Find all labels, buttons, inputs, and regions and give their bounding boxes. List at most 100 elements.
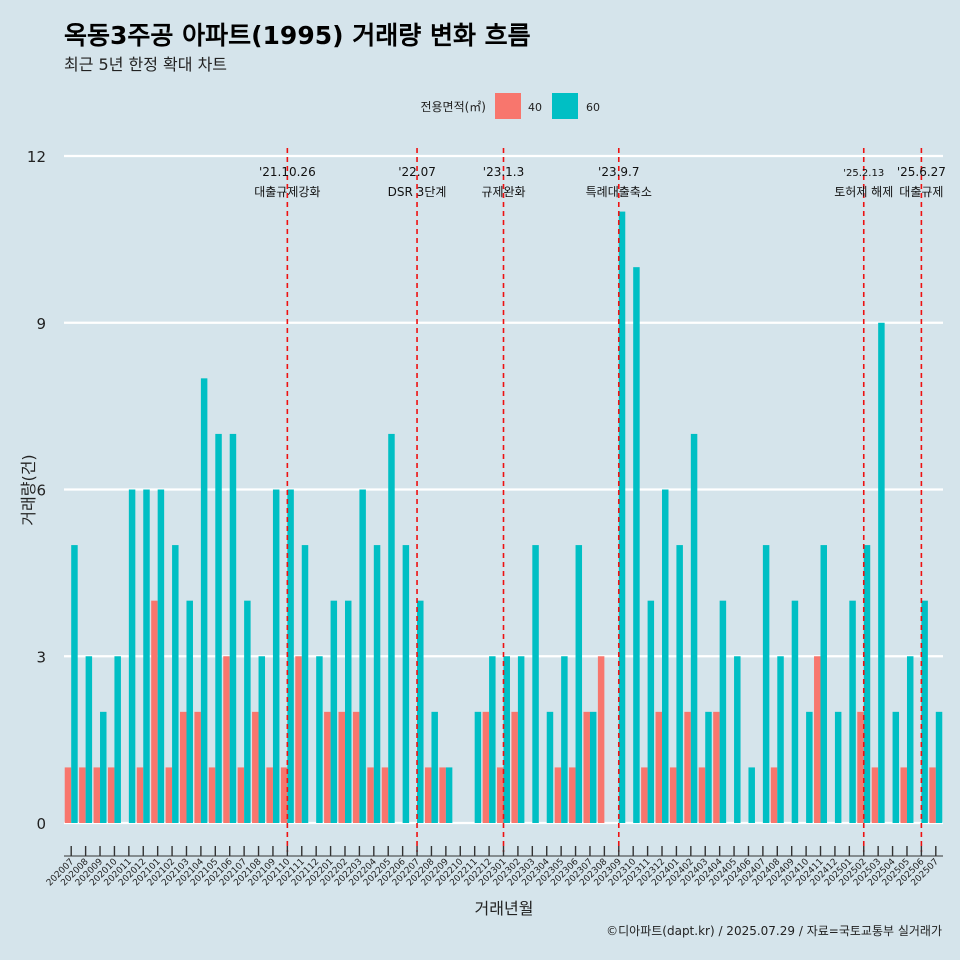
legend-label-40: 40: [528, 101, 542, 114]
bar-40-202106: [223, 656, 230, 823]
annotation-date: '23.9.7: [598, 165, 639, 179]
bar-60-202403: [705, 711, 712, 823]
bar-40-202012: [136, 767, 144, 823]
bar-60-202206: [402, 545, 410, 823]
bar-60-202410: [806, 711, 813, 823]
bar-40-202408: [770, 767, 778, 823]
bar-60-202008: [85, 656, 93, 823]
bar-40-202502: [857, 711, 864, 823]
x-axis-title: 거래년월: [475, 899, 534, 918]
y-tick-label: 12: [27, 148, 46, 166]
bar-40-202401: [669, 767, 677, 823]
bar-60-202112: [316, 656, 323, 823]
bar-40-202305: [554, 767, 562, 823]
bar-40-202402: [684, 711, 691, 823]
bar-60-202402: [690, 433, 698, 823]
bar-60-202408: [777, 656, 784, 823]
y-tick-label: 6: [36, 482, 46, 500]
legend-title: 전용면적(㎡): [420, 100, 486, 114]
bar-60-202204: [373, 545, 381, 823]
bar-60-202306: [575, 545, 583, 823]
bar-60-202101: [157, 489, 165, 823]
bar-60-202110: [287, 489, 294, 823]
bar-40-202105: [208, 767, 216, 823]
bar-60-202205: [388, 433, 395, 823]
annotation-label: 특례대출축소: [586, 185, 652, 199]
bar-40-202102: [165, 767, 173, 823]
bar-40-202008: [79, 767, 86, 823]
bar-40-202109: [266, 767, 273, 823]
annotation-date: '25.2.13: [843, 168, 884, 179]
bar-60-202407: [762, 545, 770, 823]
bar-60-202307: [589, 711, 597, 823]
bar-40-202203: [352, 711, 360, 823]
bar-60-202209: [445, 767, 453, 823]
bar-40-202507: [929, 767, 936, 823]
legend-swatch-60: [552, 93, 578, 119]
bar-40-202108: [252, 711, 259, 823]
bar-60-202301: [503, 656, 510, 823]
bar-60-202504: [892, 711, 900, 823]
bar-60-202012: [143, 489, 150, 823]
bar-60-202109: [272, 489, 280, 823]
y-axis: 0 3 6 9 12: [27, 148, 46, 833]
bar-60-202507: [935, 711, 943, 823]
bar-40-202204: [367, 767, 374, 823]
bar-40-202503: [871, 767, 879, 823]
bar-40-202212: [482, 711, 490, 823]
bar-60-202502: [863, 545, 871, 823]
bar-40-202208: [424, 767, 432, 823]
bar-60-202505: [906, 656, 914, 823]
bar-60-202303: [532, 545, 539, 823]
bar-40-202111: [295, 656, 302, 823]
bar-40-202110: [280, 767, 288, 823]
bar-60-202011: [128, 489, 136, 823]
bar-40-202104: [194, 711, 201, 823]
bar-40-202007: [64, 767, 72, 823]
bar-40-202301: [497, 767, 504, 823]
bar-60-202104: [200, 378, 208, 823]
annotation-label: 규제완화: [481, 185, 525, 199]
bar-60-202007: [71, 545, 78, 823]
bar-60-202107: [244, 600, 251, 823]
bar-40-202411: [814, 656, 821, 823]
bar-40-202205: [381, 767, 389, 823]
bar-60-202411: [820, 545, 828, 823]
bar-40-202306: [569, 767, 576, 823]
bar-40-202101: [151, 600, 158, 823]
bar-60-202111: [301, 545, 309, 823]
bar-60-202201: [330, 600, 338, 823]
bar-40-202505: [900, 767, 907, 823]
bar-40-202201: [324, 711, 331, 823]
bar-60-202304: [546, 711, 554, 823]
legend-swatch-40: [495, 93, 521, 119]
bar-40-202311: [641, 767, 648, 823]
bar-60-202103: [186, 600, 193, 823]
bar-60-202401: [676, 545, 683, 823]
y-axis-title: 거래량(건): [19, 454, 38, 525]
legend-label-60: 60: [586, 101, 600, 114]
bar-40-202209: [439, 767, 446, 823]
bar-60-202404: [719, 600, 727, 823]
bar-40-202302: [511, 711, 518, 823]
bar-60-202211: [474, 711, 482, 823]
legend: 전용면적(㎡) 40 60: [420, 93, 600, 119]
bar-60-202312: [662, 489, 669, 823]
annotation-date: '21.10.26: [259, 165, 316, 179]
bar-60-202503: [878, 322, 885, 823]
bars: [64, 211, 943, 824]
annotations: '21.10.26 대출규제강화 '22.07 DSR 3단계 '23.1.3 규제완화 '…: [254, 165, 946, 199]
bar-60-202506: [921, 600, 928, 823]
y-tick-label: 9: [36, 315, 46, 333]
bar-40-202404: [713, 711, 720, 823]
annotation-date: '25.6.27: [897, 165, 946, 179]
bar-60-202501: [849, 600, 856, 823]
y-tick-label: 0: [36, 815, 46, 833]
annotation-label: 대출규제: [899, 185, 943, 199]
bar-60-202309: [618, 211, 626, 824]
bar-40-202202: [338, 711, 345, 823]
bar-60-202207: [417, 600, 424, 823]
bar-60-202409: [791, 600, 799, 823]
chart-title: 옥동3주공 아파트(1995) 거래량 변화 흐름: [64, 21, 531, 50]
